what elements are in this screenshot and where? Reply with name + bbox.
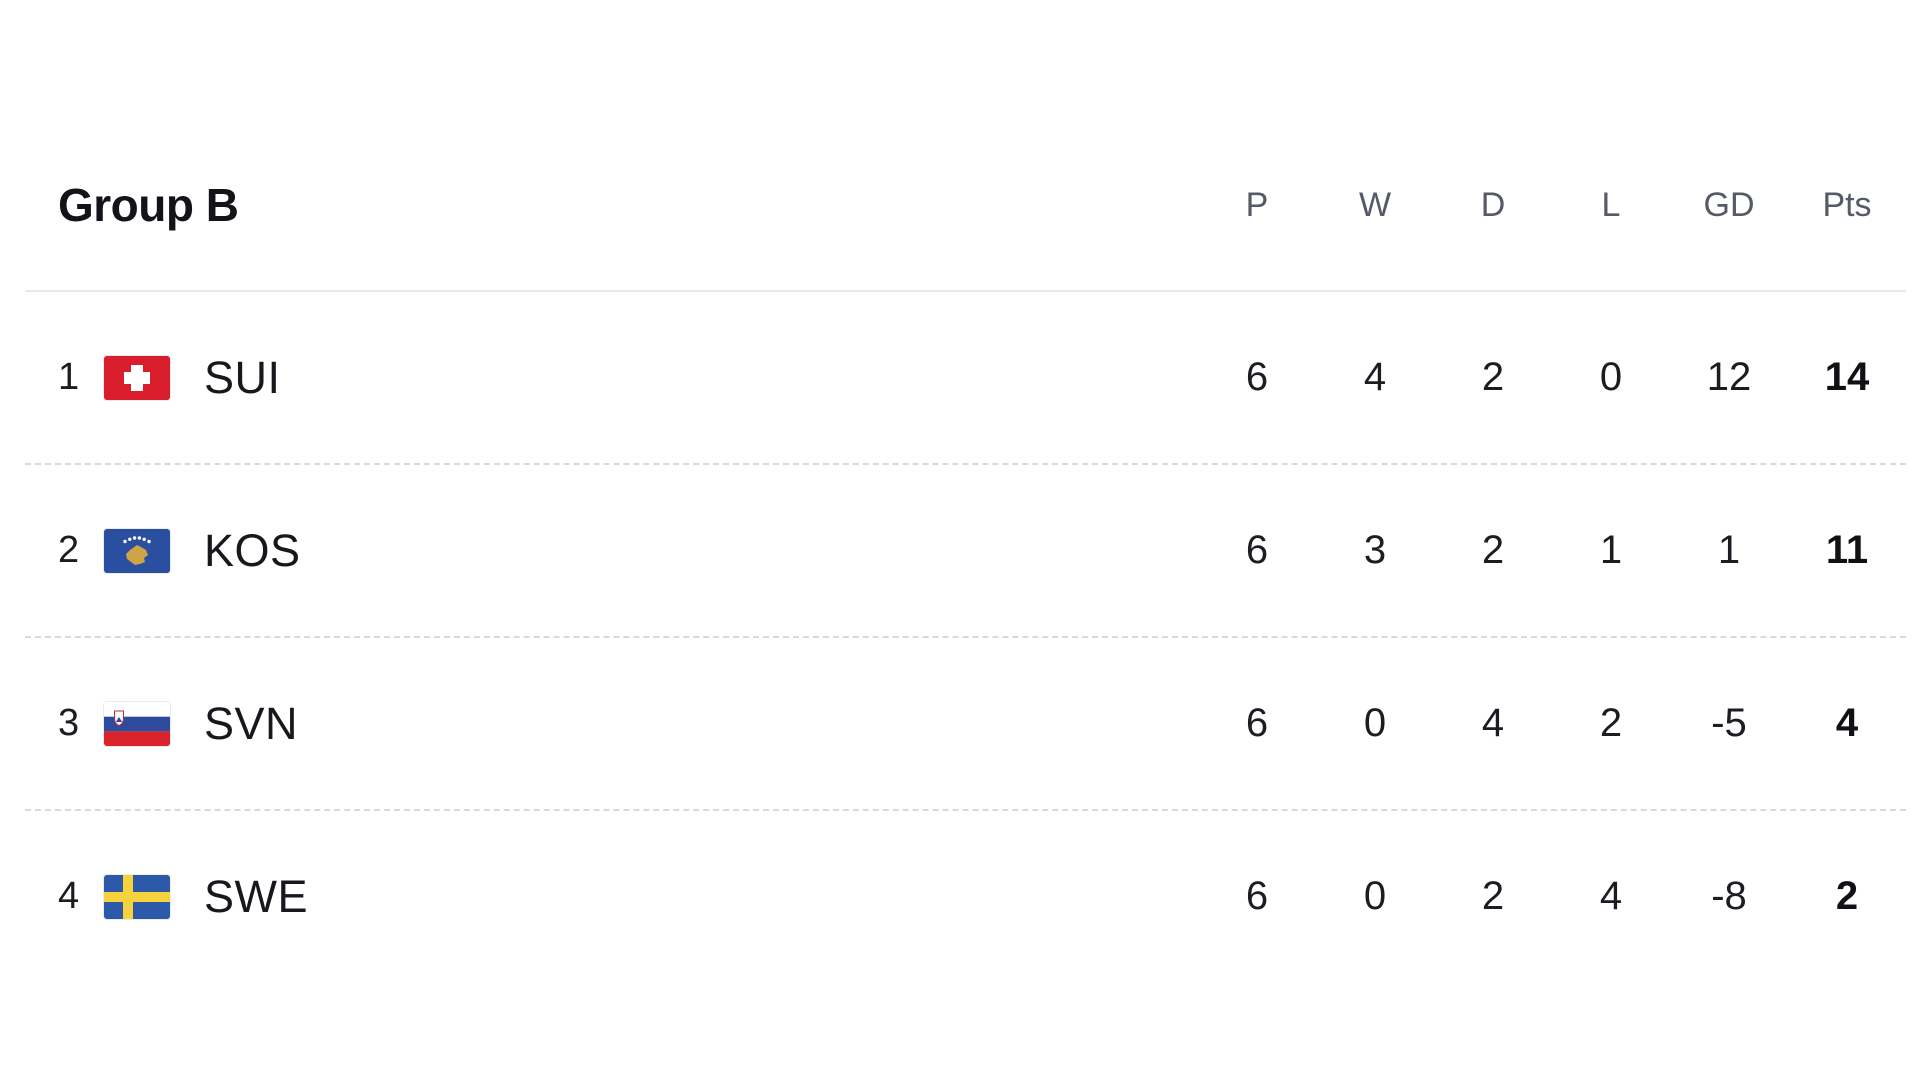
column-header-points: Pts <box>1822 185 1872 224</box>
column-header-draws: D <box>1480 185 1506 224</box>
kosovo-flag-icon <box>104 528 170 573</box>
cross-horizontal <box>124 371 150 384</box>
stripe-blue <box>104 716 170 731</box>
stat-wins: 0 <box>1363 701 1387 745</box>
column-header-wins: W <box>1358 185 1392 224</box>
table-header-row: Group B P W D L GD Pts <box>25 120 1906 292</box>
stat-points: 11 <box>1825 528 1869 572</box>
team-code: SWE <box>204 870 309 922</box>
stat-played: 6 <box>1245 701 1269 745</box>
column-header-played: P <box>1245 185 1269 224</box>
stat-draws: 2 <box>1481 874 1505 918</box>
team-code: KOS <box>204 524 301 576</box>
cross-horizontal <box>104 891 170 902</box>
stat-draws: 2 <box>1481 355 1505 399</box>
switzerland-flag-icon <box>104 355 170 400</box>
kosovo-stars <box>123 535 151 543</box>
stat-points: 14 <box>1824 355 1870 399</box>
table-row-sui[interactable]: 1 SUI 6 4 2 0 12 14 <box>25 292 1906 463</box>
stat-wins: 0 <box>1363 874 1387 918</box>
stat-draws: 2 <box>1481 528 1505 572</box>
stat-goal-difference: 12 <box>1706 355 1752 399</box>
stat-played: 6 <box>1245 528 1269 572</box>
stat-goal-difference: -5 <box>1711 701 1747 745</box>
rank-number: 2 <box>58 529 80 571</box>
table-row-swe[interactable]: 4 SWE 6 0 2 4 -8 2 <box>25 809 1906 982</box>
stat-losses: 2 <box>1599 701 1623 745</box>
slovenia-crest <box>114 710 124 726</box>
group-title: Group B <box>58 179 239 231</box>
stat-points: 2 <box>1835 874 1859 918</box>
stripe-white <box>104 701 170 717</box>
rank-number: 3 <box>58 702 80 744</box>
stat-wins: 3 <box>1363 528 1387 572</box>
kosovo-map-shape <box>126 544 148 565</box>
stat-points: 4 <box>1835 701 1859 745</box>
stat-played: 6 <box>1245 874 1269 918</box>
stripe-red <box>104 730 170 746</box>
stat-played: 6 <box>1245 355 1269 399</box>
table-row-kos[interactable]: 2 KOS 6 3 2 1 1 11 <box>25 463 1906 636</box>
stat-losses: 0 <box>1599 355 1623 399</box>
table-row-svn[interactable]: 3 SVN 6 0 4 2 -5 4 <box>25 636 1906 809</box>
stat-losses: 4 <box>1599 874 1623 918</box>
rank-number: 1 <box>58 356 80 398</box>
sweden-flag-icon <box>104 874 170 919</box>
rank-number: 4 <box>58 875 80 917</box>
team-code: SUI <box>204 351 281 403</box>
group-standings-table: Group B P W D L GD Pts 1 SUI 6 4 2 0 12 … <box>25 120 1906 982</box>
column-header-losses: L <box>1601 185 1621 224</box>
stat-draws: 4 <box>1481 701 1505 745</box>
stat-losses: 1 <box>1599 528 1623 572</box>
stat-wins: 4 <box>1363 355 1387 399</box>
column-header-goal-difference: GD <box>1703 185 1755 224</box>
stat-goal-difference: -8 <box>1711 874 1747 918</box>
slovenia-flag-icon <box>104 701 170 746</box>
stat-goal-difference: 1 <box>1717 528 1741 572</box>
team-code: SVN <box>204 697 299 749</box>
